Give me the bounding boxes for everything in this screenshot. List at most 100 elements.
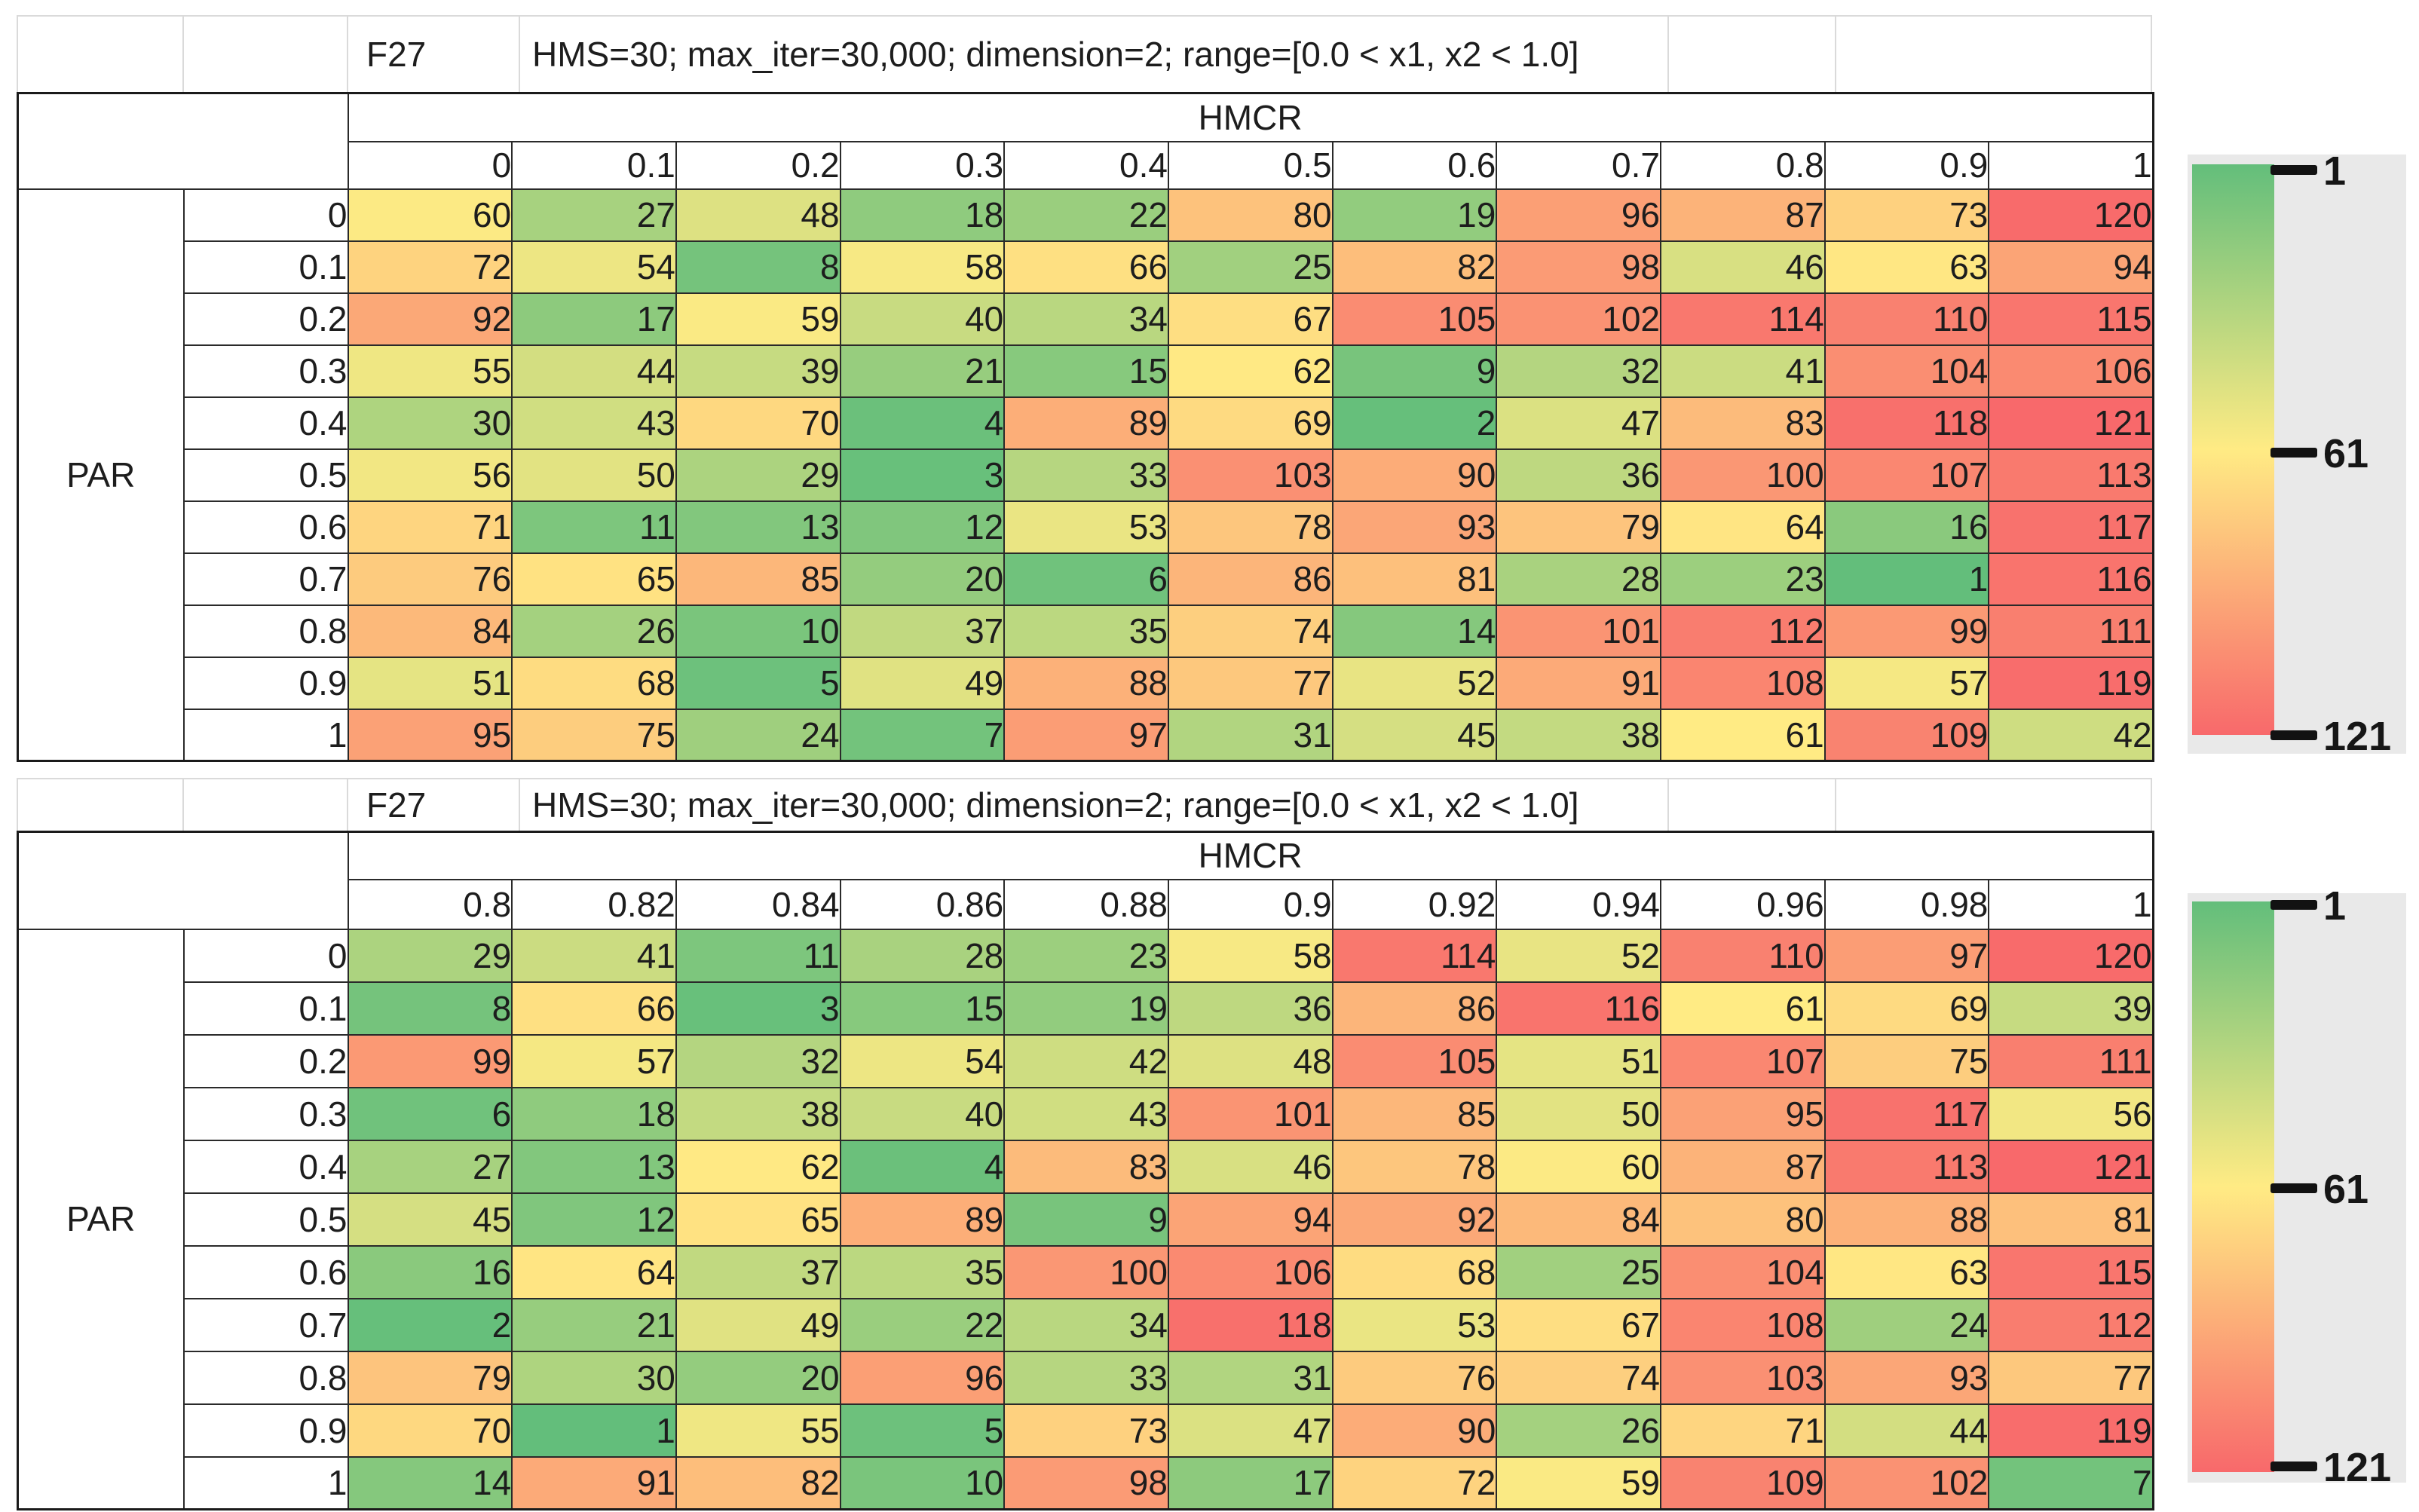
heatmap-cell[interactable]: 98 bbox=[1496, 240, 1661, 294]
heatmap-cell[interactable]: 2 bbox=[347, 1297, 513, 1352]
heatmap-cell[interactable]: 51 bbox=[1496, 1033, 1661, 1088]
heatmap-cell[interactable]: 33 bbox=[1003, 1350, 1169, 1405]
heatmap-cell[interactable]: 7 bbox=[1988, 1455, 2154, 1510]
heatmap-cell[interactable]: 98 bbox=[1003, 1455, 1169, 1510]
heatmap-cell[interactable]: 102 bbox=[1496, 292, 1661, 346]
heatmap-cell[interactable]: 58 bbox=[1167, 928, 1334, 983]
heatmap-cell[interactable]: 46 bbox=[1660, 240, 1826, 294]
heatmap-cell[interactable]: 27 bbox=[347, 1139, 513, 1194]
heatmap-cell[interactable]: 23 bbox=[1003, 928, 1169, 983]
heatmap-cell[interactable]: 48 bbox=[1167, 1033, 1334, 1088]
heatmap-cell[interactable]: 73 bbox=[1003, 1403, 1169, 1458]
heatmap-cell[interactable]: 50 bbox=[511, 448, 677, 502]
heatmap-cell[interactable]: 108 bbox=[1660, 656, 1826, 710]
heatmap-cell[interactable]: 32 bbox=[1496, 344, 1661, 398]
heatmap-cell[interactable]: 96 bbox=[1496, 188, 1661, 242]
heatmap-cell[interactable]: 119 bbox=[1988, 656, 2154, 710]
heatmap-cell[interactable]: 34 bbox=[1003, 292, 1169, 346]
heatmap-cell[interactable]: 117 bbox=[1823, 1086, 1990, 1141]
heatmap-cell[interactable]: 10 bbox=[839, 1455, 1006, 1510]
heatmap-cell[interactable]: 110 bbox=[1660, 928, 1826, 983]
heatmap-cell[interactable]: 8 bbox=[347, 981, 513, 1036]
heatmap-cell[interactable]: 93 bbox=[1331, 500, 1498, 554]
heatmap-cell[interactable]: 22 bbox=[1003, 188, 1169, 242]
heatmap-cell[interactable]: 117 bbox=[1988, 500, 2154, 554]
heatmap-cell[interactable]: 121 bbox=[1988, 396, 2154, 450]
heatmap-cell[interactable]: 29 bbox=[347, 928, 513, 983]
heatmap-cell[interactable]: 85 bbox=[675, 552, 841, 606]
heatmap-cell[interactable]: 107 bbox=[1660, 1033, 1826, 1088]
heatmap-cell[interactable]: 16 bbox=[1823, 500, 1990, 554]
heatmap-cell[interactable]: 114 bbox=[1660, 292, 1826, 346]
heatmap-cell[interactable]: 84 bbox=[347, 604, 513, 658]
heatmap-cell[interactable]: 90 bbox=[1331, 448, 1498, 502]
heatmap-cell[interactable]: 11 bbox=[511, 500, 677, 554]
heatmap-cell[interactable]: 30 bbox=[511, 1350, 677, 1405]
heatmap-cell[interactable]: 26 bbox=[1496, 1403, 1661, 1458]
heatmap-cell[interactable]: 46 bbox=[1167, 1139, 1334, 1194]
heatmap-cell[interactable]: 52 bbox=[1331, 656, 1498, 710]
heatmap-cell[interactable]: 87 bbox=[1660, 1139, 1826, 1194]
heatmap-cell[interactable]: 78 bbox=[1331, 1139, 1498, 1194]
heatmap-cell[interactable]: 69 bbox=[1823, 981, 1990, 1036]
heatmap-cell[interactable]: 38 bbox=[675, 1086, 841, 1141]
heatmap-cell[interactable]: 42 bbox=[1003, 1033, 1169, 1088]
heatmap-cell[interactable]: 99 bbox=[1823, 604, 1990, 658]
heatmap-cell[interactable]: 20 bbox=[675, 1350, 841, 1405]
heatmap-cell[interactable]: 24 bbox=[675, 708, 841, 762]
heatmap-cell[interactable]: 18 bbox=[511, 1086, 677, 1141]
heatmap-cell[interactable]: 107 bbox=[1823, 448, 1990, 502]
heatmap-cell[interactable]: 80 bbox=[1660, 1192, 1826, 1247]
heatmap-cell[interactable]: 105 bbox=[1331, 1033, 1498, 1088]
heatmap-cell[interactable]: 15 bbox=[1003, 344, 1169, 398]
heatmap-cell[interactable]: 50 bbox=[1496, 1086, 1661, 1141]
heatmap-cell[interactable]: 121 bbox=[1988, 1139, 2154, 1194]
heatmap-cell[interactable]: 6 bbox=[347, 1086, 513, 1141]
heatmap-cell[interactable]: 5 bbox=[675, 656, 841, 710]
heatmap-cell[interactable]: 43 bbox=[1003, 1086, 1169, 1141]
heatmap-cell[interactable]: 76 bbox=[1331, 1350, 1498, 1405]
heatmap-cell[interactable]: 47 bbox=[1167, 1403, 1334, 1458]
heatmap-cell[interactable]: 58 bbox=[839, 240, 1006, 294]
heatmap-cell[interactable]: 25 bbox=[1167, 240, 1334, 294]
heatmap-cell[interactable]: 80 bbox=[1167, 188, 1334, 242]
heatmap-cell[interactable]: 68 bbox=[511, 656, 677, 710]
heatmap-cell[interactable]: 3 bbox=[675, 981, 841, 1036]
heatmap-cell[interactable]: 111 bbox=[1988, 1033, 2154, 1088]
heatmap-cell[interactable]: 53 bbox=[1003, 500, 1169, 554]
heatmap-cell[interactable]: 61 bbox=[1660, 708, 1826, 762]
heatmap-cell[interactable]: 12 bbox=[839, 500, 1006, 554]
heatmap-cell[interactable]: 51 bbox=[347, 656, 513, 710]
heatmap-cell[interactable]: 56 bbox=[1988, 1086, 2154, 1141]
heatmap-cell[interactable]: 93 bbox=[1823, 1350, 1990, 1405]
heatmap-cell[interactable]: 26 bbox=[511, 604, 677, 658]
heatmap-cell[interactable]: 23 bbox=[1660, 552, 1826, 606]
heatmap-cell[interactable]: 112 bbox=[1660, 604, 1826, 658]
heatmap-cell[interactable]: 104 bbox=[1823, 344, 1990, 398]
heatmap-cell[interactable]: 92 bbox=[347, 292, 513, 346]
heatmap-cell[interactable]: 116 bbox=[1496, 981, 1661, 1036]
heatmap-cell[interactable]: 95 bbox=[1660, 1086, 1826, 1141]
heatmap-cell[interactable]: 102 bbox=[1823, 1455, 1990, 1510]
heatmap-cell[interactable]: 31 bbox=[1167, 1350, 1334, 1405]
heatmap-cell[interactable]: 109 bbox=[1823, 708, 1990, 762]
heatmap-cell[interactable]: 17 bbox=[1167, 1455, 1334, 1510]
heatmap-cell[interactable]: 4 bbox=[839, 1139, 1006, 1194]
heatmap-cell[interactable]: 83 bbox=[1660, 396, 1826, 450]
heatmap-cell[interactable]: 82 bbox=[1331, 240, 1498, 294]
heatmap-cell[interactable]: 110 bbox=[1823, 292, 1990, 346]
heatmap-cell[interactable]: 40 bbox=[839, 1086, 1006, 1141]
heatmap-cell[interactable]: 40 bbox=[839, 292, 1006, 346]
heatmap-cell[interactable]: 20 bbox=[839, 552, 1006, 606]
heatmap-cell[interactable]: 84 bbox=[1496, 1192, 1661, 1247]
heatmap-cell[interactable]: 3 bbox=[839, 448, 1006, 502]
heatmap-cell[interactable]: 28 bbox=[839, 928, 1006, 983]
heatmap-cell[interactable]: 111 bbox=[1988, 604, 2154, 658]
heatmap-cell[interactable]: 119 bbox=[1988, 1403, 2154, 1458]
heatmap-cell[interactable]: 67 bbox=[1167, 292, 1334, 346]
heatmap-cell[interactable]: 106 bbox=[1988, 344, 2154, 398]
heatmap-cell[interactable]: 72 bbox=[1331, 1455, 1498, 1510]
heatmap-cell[interactable]: 41 bbox=[1660, 344, 1826, 398]
heatmap-cell[interactable]: 18 bbox=[839, 188, 1006, 242]
heatmap-cell[interactable]: 118 bbox=[1167, 1297, 1334, 1352]
